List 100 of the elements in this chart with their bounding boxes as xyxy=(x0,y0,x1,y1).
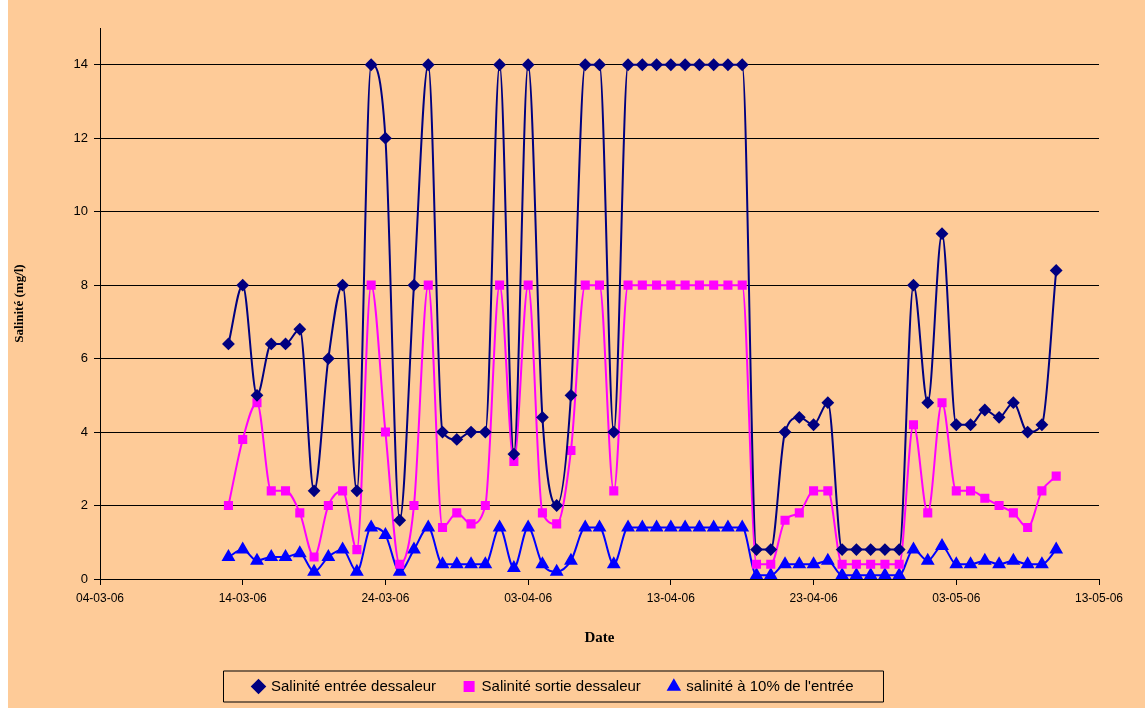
point xyxy=(864,568,877,579)
point xyxy=(623,280,633,290)
point xyxy=(693,58,706,71)
point xyxy=(308,484,321,497)
point xyxy=(835,568,849,579)
point xyxy=(621,520,635,532)
point xyxy=(493,58,506,71)
point xyxy=(994,501,1004,511)
point xyxy=(736,520,749,532)
point xyxy=(580,280,590,290)
point xyxy=(1037,486,1047,496)
point xyxy=(436,557,449,569)
point xyxy=(1021,426,1034,439)
point xyxy=(364,520,378,532)
point xyxy=(550,499,563,512)
point xyxy=(322,352,335,365)
point xyxy=(594,280,605,290)
point xyxy=(423,280,433,290)
point xyxy=(864,543,877,556)
point xyxy=(992,557,1006,569)
y-tick-label: 12 xyxy=(73,129,88,145)
point xyxy=(650,520,663,532)
point xyxy=(393,514,406,527)
point xyxy=(466,519,476,529)
point xyxy=(295,508,305,518)
point xyxy=(380,427,390,437)
point xyxy=(636,58,649,71)
point xyxy=(579,58,592,71)
point xyxy=(964,557,977,569)
legend-label: salinité à 10% de l'entrée xyxy=(686,676,854,694)
point xyxy=(379,132,392,145)
point xyxy=(652,280,662,290)
point xyxy=(636,520,649,532)
point xyxy=(866,559,876,569)
point xyxy=(778,557,792,569)
point xyxy=(265,549,278,561)
point xyxy=(464,557,478,569)
point xyxy=(793,557,806,569)
point xyxy=(480,501,490,511)
point xyxy=(365,58,378,71)
point xyxy=(836,543,849,556)
point xyxy=(252,398,262,408)
x-axis-title: Date xyxy=(584,628,615,645)
point xyxy=(222,337,235,350)
point xyxy=(607,426,620,439)
point xyxy=(807,557,820,569)
x-tick-label: 03-04-06 xyxy=(504,590,553,605)
point xyxy=(336,279,349,292)
point xyxy=(564,553,578,565)
point xyxy=(823,486,833,496)
point xyxy=(936,227,949,240)
point xyxy=(537,508,547,518)
point xyxy=(978,404,991,417)
point xyxy=(1035,418,1048,431)
point xyxy=(236,279,249,292)
point xyxy=(780,515,790,525)
point xyxy=(821,553,835,565)
point xyxy=(837,559,847,569)
point xyxy=(521,520,535,532)
point xyxy=(552,519,562,529)
point xyxy=(908,420,919,430)
point xyxy=(921,553,934,565)
point xyxy=(452,508,462,518)
point xyxy=(550,564,563,576)
point xyxy=(893,543,906,556)
point xyxy=(336,542,349,554)
point xyxy=(850,568,863,579)
point xyxy=(807,418,820,431)
y-tick-label: 10 xyxy=(73,203,88,219)
point xyxy=(409,501,419,511)
point xyxy=(507,560,521,572)
point xyxy=(407,542,421,554)
x-tick-label: 13-05-06 xyxy=(1074,590,1124,605)
point xyxy=(436,426,449,439)
point xyxy=(751,559,762,569)
point xyxy=(893,568,906,579)
point xyxy=(1023,523,1033,533)
point xyxy=(352,545,362,555)
point xyxy=(707,58,720,71)
point xyxy=(964,418,977,431)
point xyxy=(693,520,706,532)
point xyxy=(564,389,577,402)
point xyxy=(878,568,892,579)
point xyxy=(579,520,592,532)
point xyxy=(894,559,904,569)
legend-label: Salinité sortie dessaleur xyxy=(481,676,641,694)
point xyxy=(507,448,520,461)
point xyxy=(323,501,333,511)
point xyxy=(935,538,949,550)
x-tick-label: 03-05-06 xyxy=(932,590,981,605)
point xyxy=(1008,508,1018,518)
y-tick-label: 6 xyxy=(80,350,88,366)
point xyxy=(966,486,976,496)
point xyxy=(950,418,963,431)
point xyxy=(479,557,492,569)
point xyxy=(821,396,834,409)
point xyxy=(980,493,990,503)
point xyxy=(678,520,692,532)
point xyxy=(679,58,692,71)
point xyxy=(437,523,448,533)
